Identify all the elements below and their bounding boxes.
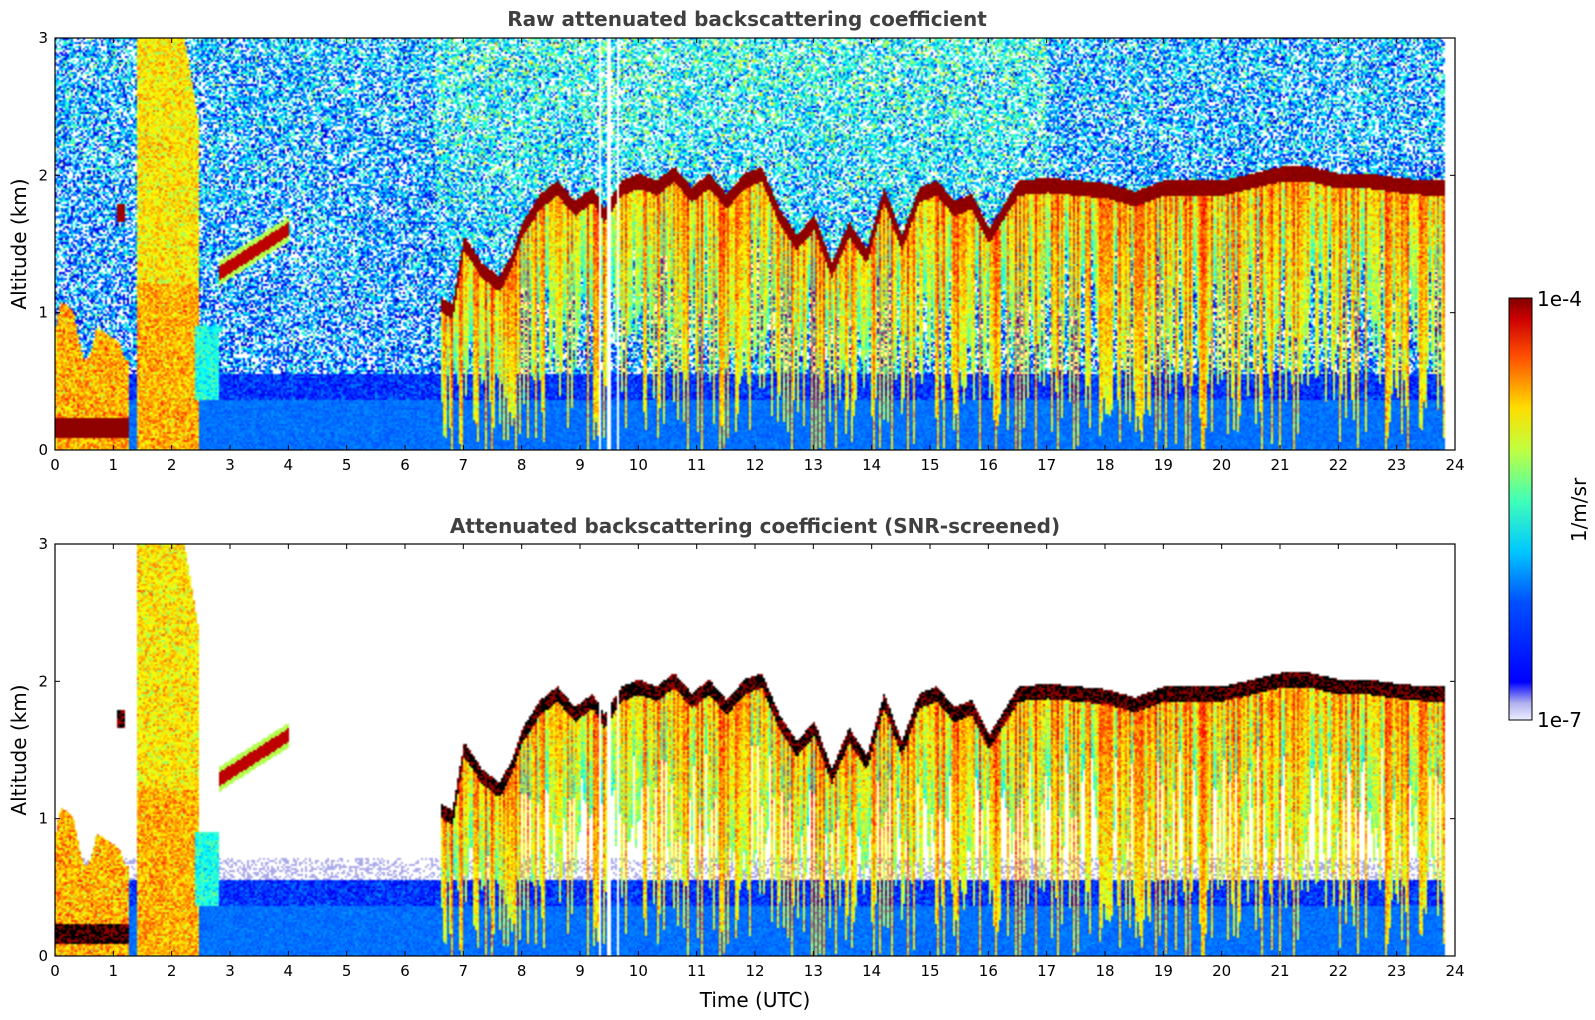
x-tick-label: 19	[1154, 962, 1173, 980]
x-tick-label: 9	[575, 456, 585, 474]
x-tick-label: 20	[1212, 456, 1231, 474]
x-tick-label: 18	[1095, 962, 1114, 980]
x-tick-label: 21	[1270, 962, 1289, 980]
x-tick-label: 18	[1095, 456, 1114, 474]
x-tick-label: 24	[1445, 962, 1464, 980]
colorbar-unit-label: 1/m/sr	[1567, 477, 1591, 542]
x-tick-label: 22	[1329, 962, 1348, 980]
x-tick-label: 11	[687, 456, 706, 474]
x-tick-label: 9	[575, 962, 585, 980]
y-tick-label: 3	[38, 535, 48, 553]
x-tick-label: 14	[862, 962, 881, 980]
x-tick-label: 0	[50, 456, 60, 474]
colorbar-min-label: 1e-7	[1537, 708, 1582, 732]
x-tick-label: 8	[517, 962, 527, 980]
panel-raw-ticks: 0 1 2 3 4 5 6 7 8 9 10 11 12 13 14 15 16 17 18 19 20 21 22 23 24…	[38, 29, 1464, 474]
panel-raw: Raw attenuated backscattering coefficien…	[7, 7, 1465, 474]
x-tick-label: 12	[745, 456, 764, 474]
x-tick-label: 13	[804, 456, 823, 474]
x-tick-label: 1	[109, 456, 119, 474]
x-tick-label: 19	[1154, 456, 1173, 474]
x-tick-label: 8	[517, 456, 527, 474]
x-tick-label: 23	[1387, 456, 1406, 474]
x-tick-label: 14	[862, 456, 881, 474]
x-tick-label: 6	[400, 456, 410, 474]
x-tick-label: 7	[459, 962, 469, 980]
x-tick-label: 10	[629, 456, 648, 474]
panel-raw-heatmap	[55, 38, 1455, 450]
y-tick-label: 0	[38, 441, 48, 459]
x-tick-label: 11	[687, 962, 706, 980]
colorbar-scale	[1508, 297, 1533, 721]
y-tick-label: 2	[38, 672, 48, 690]
x-tick-label: 3	[225, 456, 235, 474]
x-tick-label: 2	[167, 456, 177, 474]
x-tick-label: 2	[167, 962, 177, 980]
x-tick-label: 4	[284, 962, 294, 980]
y-tick-label: 1	[38, 304, 48, 322]
x-tick-label: 21	[1270, 456, 1289, 474]
panel-screened-ticks: 0 1 2 3 4 5 6 7 8 9 10 11 12 13 14 15 16 17 18 19 20 21 22 23 24…	[38, 535, 1464, 980]
panel-screened-heatmap	[55, 544, 1455, 956]
x-tick-label: 3	[225, 962, 235, 980]
y-tick-label: 3	[38, 29, 48, 47]
x-tick-label: 10	[629, 962, 648, 980]
panel-raw-ylabel: Altitude (km)	[7, 178, 31, 309]
x-tick-label: 16	[979, 456, 998, 474]
panel-screened-xlabel: Time (UTC)	[699, 988, 811, 1012]
panel-screened-ylabel: Altitude (km)	[7, 684, 31, 815]
x-tick-label: 6	[400, 962, 410, 980]
x-tick-label: 20	[1212, 962, 1231, 980]
panel-raw-title: Raw attenuated backscattering coefficien…	[507, 7, 987, 31]
colorbar-max-label: 1e-4	[1537, 287, 1582, 311]
colorbar: 1e-4 1e-7 1/m/sr	[1508, 287, 1591, 732]
y-tick-label: 0	[38, 947, 48, 965]
x-tick-label: 16	[979, 962, 998, 980]
x-tick-label: 15	[920, 962, 939, 980]
panel-screened-title: Attenuated backscattering coefficient (S…	[450, 514, 1060, 538]
x-tick-label: 13	[804, 962, 823, 980]
x-tick-label: 1	[109, 962, 119, 980]
x-tick-label: 17	[1037, 962, 1056, 980]
x-tick-label: 17	[1037, 456, 1056, 474]
x-tick-label: 7	[459, 456, 469, 474]
x-tick-label: 15	[920, 456, 939, 474]
panel-screened: Attenuated backscattering coefficient (S…	[7, 514, 1465, 1012]
x-tick-label: 24	[1445, 456, 1464, 474]
x-tick-label: 22	[1329, 456, 1348, 474]
x-tick-label: 4	[284, 456, 294, 474]
y-tick-label: 1	[38, 810, 48, 828]
y-tick-label: 2	[38, 166, 48, 184]
x-tick-label: 5	[342, 962, 352, 980]
x-tick-label: 23	[1387, 962, 1406, 980]
x-tick-label: 5	[342, 456, 352, 474]
x-tick-label: 0	[50, 962, 60, 980]
x-tick-label: 12	[745, 962, 764, 980]
